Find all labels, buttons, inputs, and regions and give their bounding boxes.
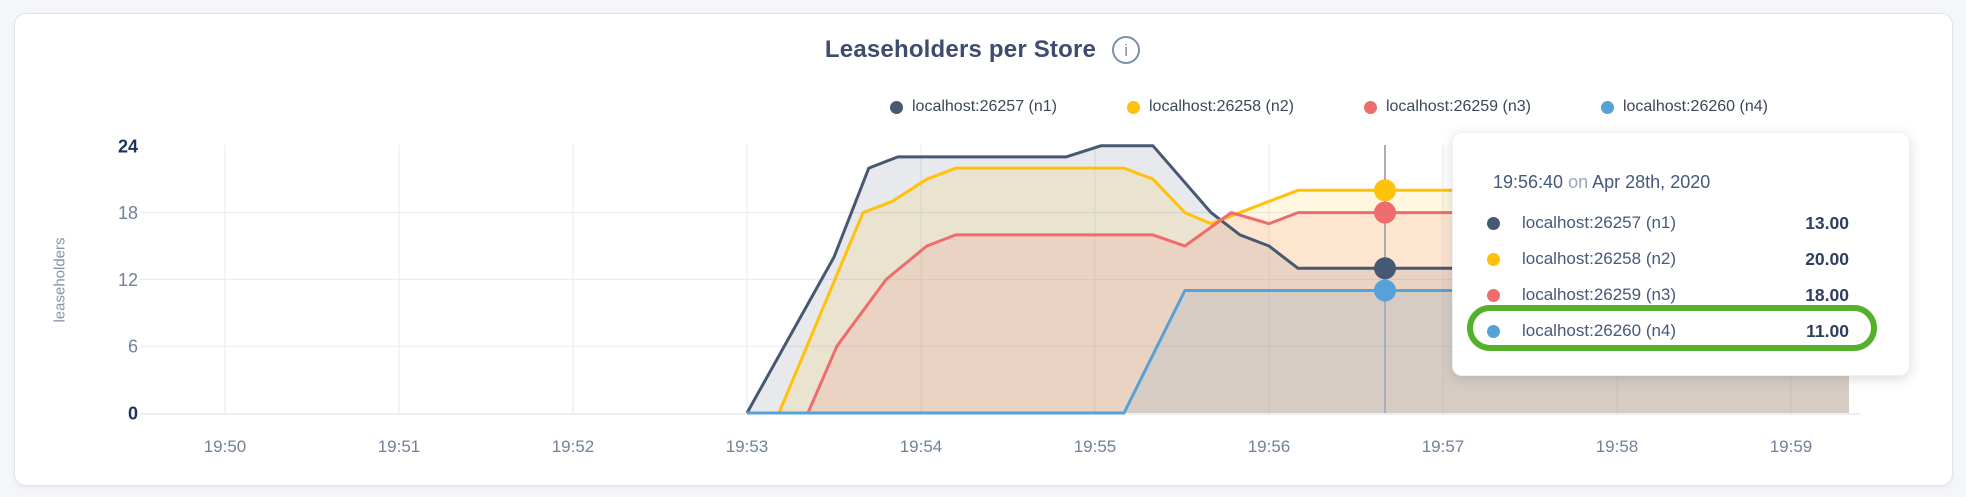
hover-dot-n3 (1374, 201, 1396, 224)
series-color-dot (1487, 252, 1500, 266)
series-color-dot (890, 100, 903, 114)
y-tick-label: 6 (128, 337, 138, 357)
tooltip-row-label: localhost:26258 (n2) (1522, 249, 1677, 268)
series-color-dot (1487, 324, 1500, 338)
tooltip-time: 19:56:40 (1493, 172, 1564, 192)
y-tick-label: 24 (118, 136, 138, 156)
x-tick-label: 19:53 (726, 437, 769, 456)
legend-label: localhost:26259 (n3) (1385, 98, 1531, 115)
x-tick-label: 19:54 (900, 437, 943, 456)
y-tick-label: 18 (118, 203, 138, 223)
tooltip-title: 19:56:40 on Apr 28th, 2020 (1493, 172, 1710, 193)
series-line-n1 (745, 144, 1849, 414)
tooltip-row-n2: localhost:26258 (n2) 20.00 (1453, 241, 1909, 277)
tooltip-date: Apr 28th, 2020 (1592, 172, 1711, 192)
page-title: Leaseholders per Store (824, 36, 1097, 63)
legend-item-n1[interactable]: localhost:26257 (n1) (890, 98, 1057, 116)
legend-label: localhost:26258 (n2) (1148, 98, 1294, 115)
series-color-dot (1126, 100, 1140, 114)
chart-header: Leaseholders per Store i (14, 36, 1951, 64)
x-tick-label: 19:52 (552, 437, 595, 456)
info-icon[interactable]: i (1112, 36, 1141, 64)
series-color-dot (1363, 100, 1377, 114)
tooltip-row-n3: localhost:26259 (n3) 18.00 (1453, 277, 1909, 313)
x-tick-label: 19:50 (204, 437, 247, 456)
series-color-dot (1487, 216, 1500, 230)
series-color-dot (1600, 100, 1614, 114)
tooltip-rows: localhost:26257 (n1) 13.00 localhost:26258… (1453, 205, 1909, 349)
series-line-n3 (806, 211, 1849, 414)
tooltip-row-n4: localhost:26260 (n4) 11.00 (1453, 313, 1909, 349)
x-tick-label: 19:59 (1770, 437, 1813, 456)
tooltip-row-value: 18.00 (1805, 284, 1849, 305)
hover-dot-n1 (1374, 257, 1396, 280)
y-tick-label: 0 (128, 404, 138, 424)
tooltip-row-n1: localhost:26257 (n1) 13.00 (1453, 205, 1909, 241)
tooltip-row-label: localhost:26257 (n1) (1522, 213, 1677, 232)
y-axis-label: leaseholders (51, 237, 69, 323)
legend-item-n3[interactable]: localhost:26259 (n3) (1363, 98, 1531, 116)
tooltip-row-label: localhost:26259 (n3) (1522, 285, 1677, 304)
series-line-n2 (777, 166, 1849, 414)
hover-dot-n2 (1374, 179, 1396, 202)
x-tick-label: 19:55 (1074, 437, 1117, 456)
y-tick-label: 12 (118, 270, 138, 290)
x-tick-label: 19:56 (1248, 437, 1291, 456)
tooltip-row-value: 11.00 (1806, 320, 1849, 341)
x-tick-label: 19:57 (1422, 437, 1465, 456)
x-tick-label: 19:58 (1596, 437, 1639, 456)
legend-item-n2[interactable]: localhost:26258 (n2) (1126, 98, 1294, 116)
tooltip: 19:56:40 on Apr 28th, 2020 localhost:262… (1452, 132, 1910, 376)
legend-label: localhost:26257 (n1) (912, 98, 1057, 115)
tooltip-connector: on (1568, 172, 1589, 192)
tooltip-row-label: localhost:26260 (n4) (1522, 321, 1677, 340)
tooltip-row-value: 20.00 (1805, 248, 1849, 269)
series-color-dot (1487, 288, 1500, 302)
x-tick-label: 19:51 (378, 437, 421, 456)
legend-item-n4[interactable]: localhost:26260 (n4) (1600, 98, 1768, 116)
hover-dot-n4 (1374, 279, 1396, 302)
legend: localhost:26257 (n1) localhost:26258 (n2)… (890, 98, 1768, 116)
tooltip-row-value: 13.00 (1805, 212, 1849, 233)
legend-label: localhost:26260 (n4) (1622, 98, 1768, 115)
